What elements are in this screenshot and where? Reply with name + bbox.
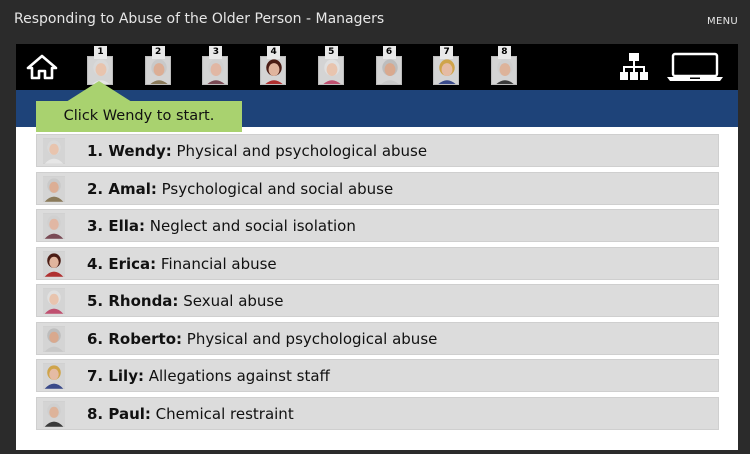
menu-button[interactable]: MENU [707, 16, 738, 27]
toolbar: 1 2 3 4 5 6 7 8 [16, 44, 738, 90]
start-hint-callout: Click Wendy to start. [36, 101, 242, 132]
case-tab-7[interactable]: 7 [433, 46, 460, 86]
case-item-2[interactable]: 2. Amal: Psychological and social abuse [36, 171, 719, 205]
case-name: 7. Lily: [87, 367, 144, 385]
tab-number: 6 [382, 46, 396, 59]
avatar [43, 138, 65, 164]
case-tab-4[interactable]: 4 [260, 46, 287, 86]
tab-portrait [433, 56, 460, 85]
case-topic: Neglect and social isolation [145, 217, 356, 235]
laptop-icon[interactable] [666, 52, 724, 82]
tab-portrait [490, 56, 517, 85]
case-label: 6. Roberto: Physical and psychological a… [87, 323, 437, 355]
case-name: 2. Amal: [87, 179, 157, 198]
case-tab-6[interactable]: 6 [375, 46, 402, 86]
case-list: 1. Wendy: Physical and psychological abu… [36, 134, 719, 434]
tab-number: 7 [440, 46, 454, 59]
case-label: 4. Erica: Financial abuse [87, 248, 277, 280]
sitemap-icon[interactable] [620, 52, 648, 82]
case-name: 6. Roberto: [87, 329, 182, 348]
case-name: 8. Paul: [87, 404, 151, 423]
case-item-6[interactable]: 6. Roberto: Physical and psychological a… [36, 321, 719, 355]
case-topic: Chemical restraint [150, 404, 294, 423]
course-stage: 1 2 3 4 5 6 7 8 Click Wendy to start. [16, 44, 738, 450]
tab-number: 5 [324, 46, 338, 59]
home-icon[interactable] [26, 54, 58, 80]
title-bar: Responding to Abuse of the Older Person … [0, 0, 750, 44]
case-item-1[interactable]: 1. Wendy: Physical and psychological abu… [36, 134, 719, 167]
avatar [43, 400, 65, 427]
tab-number: 1 [94, 46, 107, 59]
case-item-7[interactable]: 7. Lily: Allegations against staff [36, 359, 719, 392]
tab-number: 3 [209, 46, 223, 59]
avatar [43, 288, 65, 314]
case-topic: Psychological and social abuse [156, 179, 394, 198]
case-topic: Physical and psychological abuse [182, 329, 438, 348]
tab-portrait [144, 56, 171, 85]
case-topic: Sexual abuse [178, 292, 284, 310]
avatar [43, 363, 65, 389]
avatar [43, 325, 65, 352]
tab-portrait [202, 56, 229, 85]
case-label: 1. Wendy: Physical and psychological abu… [87, 135, 427, 167]
avatar [43, 213, 65, 239]
case-name: 4. Erica: [87, 254, 157, 273]
case-label: 5. Rhonda: Sexual abuse [87, 285, 283, 317]
callout-arrow [66, 81, 132, 102]
case-tab-1[interactable]: 1 [87, 46, 113, 86]
case-tab-8[interactable]: 8 [490, 46, 517, 86]
case-label: 7. Lily: Allegations against staff [87, 360, 330, 392]
case-name: 5. Rhonda: [87, 292, 179, 310]
case-topic: Physical and psychological abuse [171, 142, 428, 160]
case-item-3[interactable]: 3. Ella: Neglect and social isolation [36, 209, 719, 242]
case-name: 1. Wendy: [87, 142, 172, 160]
case-tab-5[interactable]: 5 [317, 46, 344, 86]
tab-number: 4 [267, 46, 281, 59]
tab-number: 8 [497, 46, 511, 59]
case-item-4[interactable]: 4. Erica: Financial abuse [36, 246, 719, 280]
avatar [43, 250, 65, 277]
tab-number: 2 [151, 46, 165, 59]
case-label: 8. Paul: Chemical restraint [87, 398, 294, 430]
case-tab-2[interactable]: 2 [144, 46, 171, 86]
case-name: 3. Ella: [87, 217, 146, 235]
case-item-8[interactable]: 8. Paul: Chemical restraint [36, 396, 719, 430]
case-label: 3. Ella: Neglect and social isolation [87, 210, 356, 242]
tab-portrait [260, 56, 287, 85]
case-item-5[interactable]: 5. Rhonda: Sexual abuse [36, 284, 719, 317]
case-topic: Allegations against staff [143, 367, 330, 385]
case-tab-3[interactable]: 3 [202, 46, 229, 86]
tab-portrait [317, 56, 344, 85]
case-topic: Financial abuse [156, 254, 277, 273]
app-title: Responding to Abuse of the Older Person … [14, 11, 385, 27]
tab-portrait [375, 56, 402, 85]
case-label: 2. Amal: Psychological and social abuse [87, 173, 393, 205]
avatar [43, 175, 65, 202]
